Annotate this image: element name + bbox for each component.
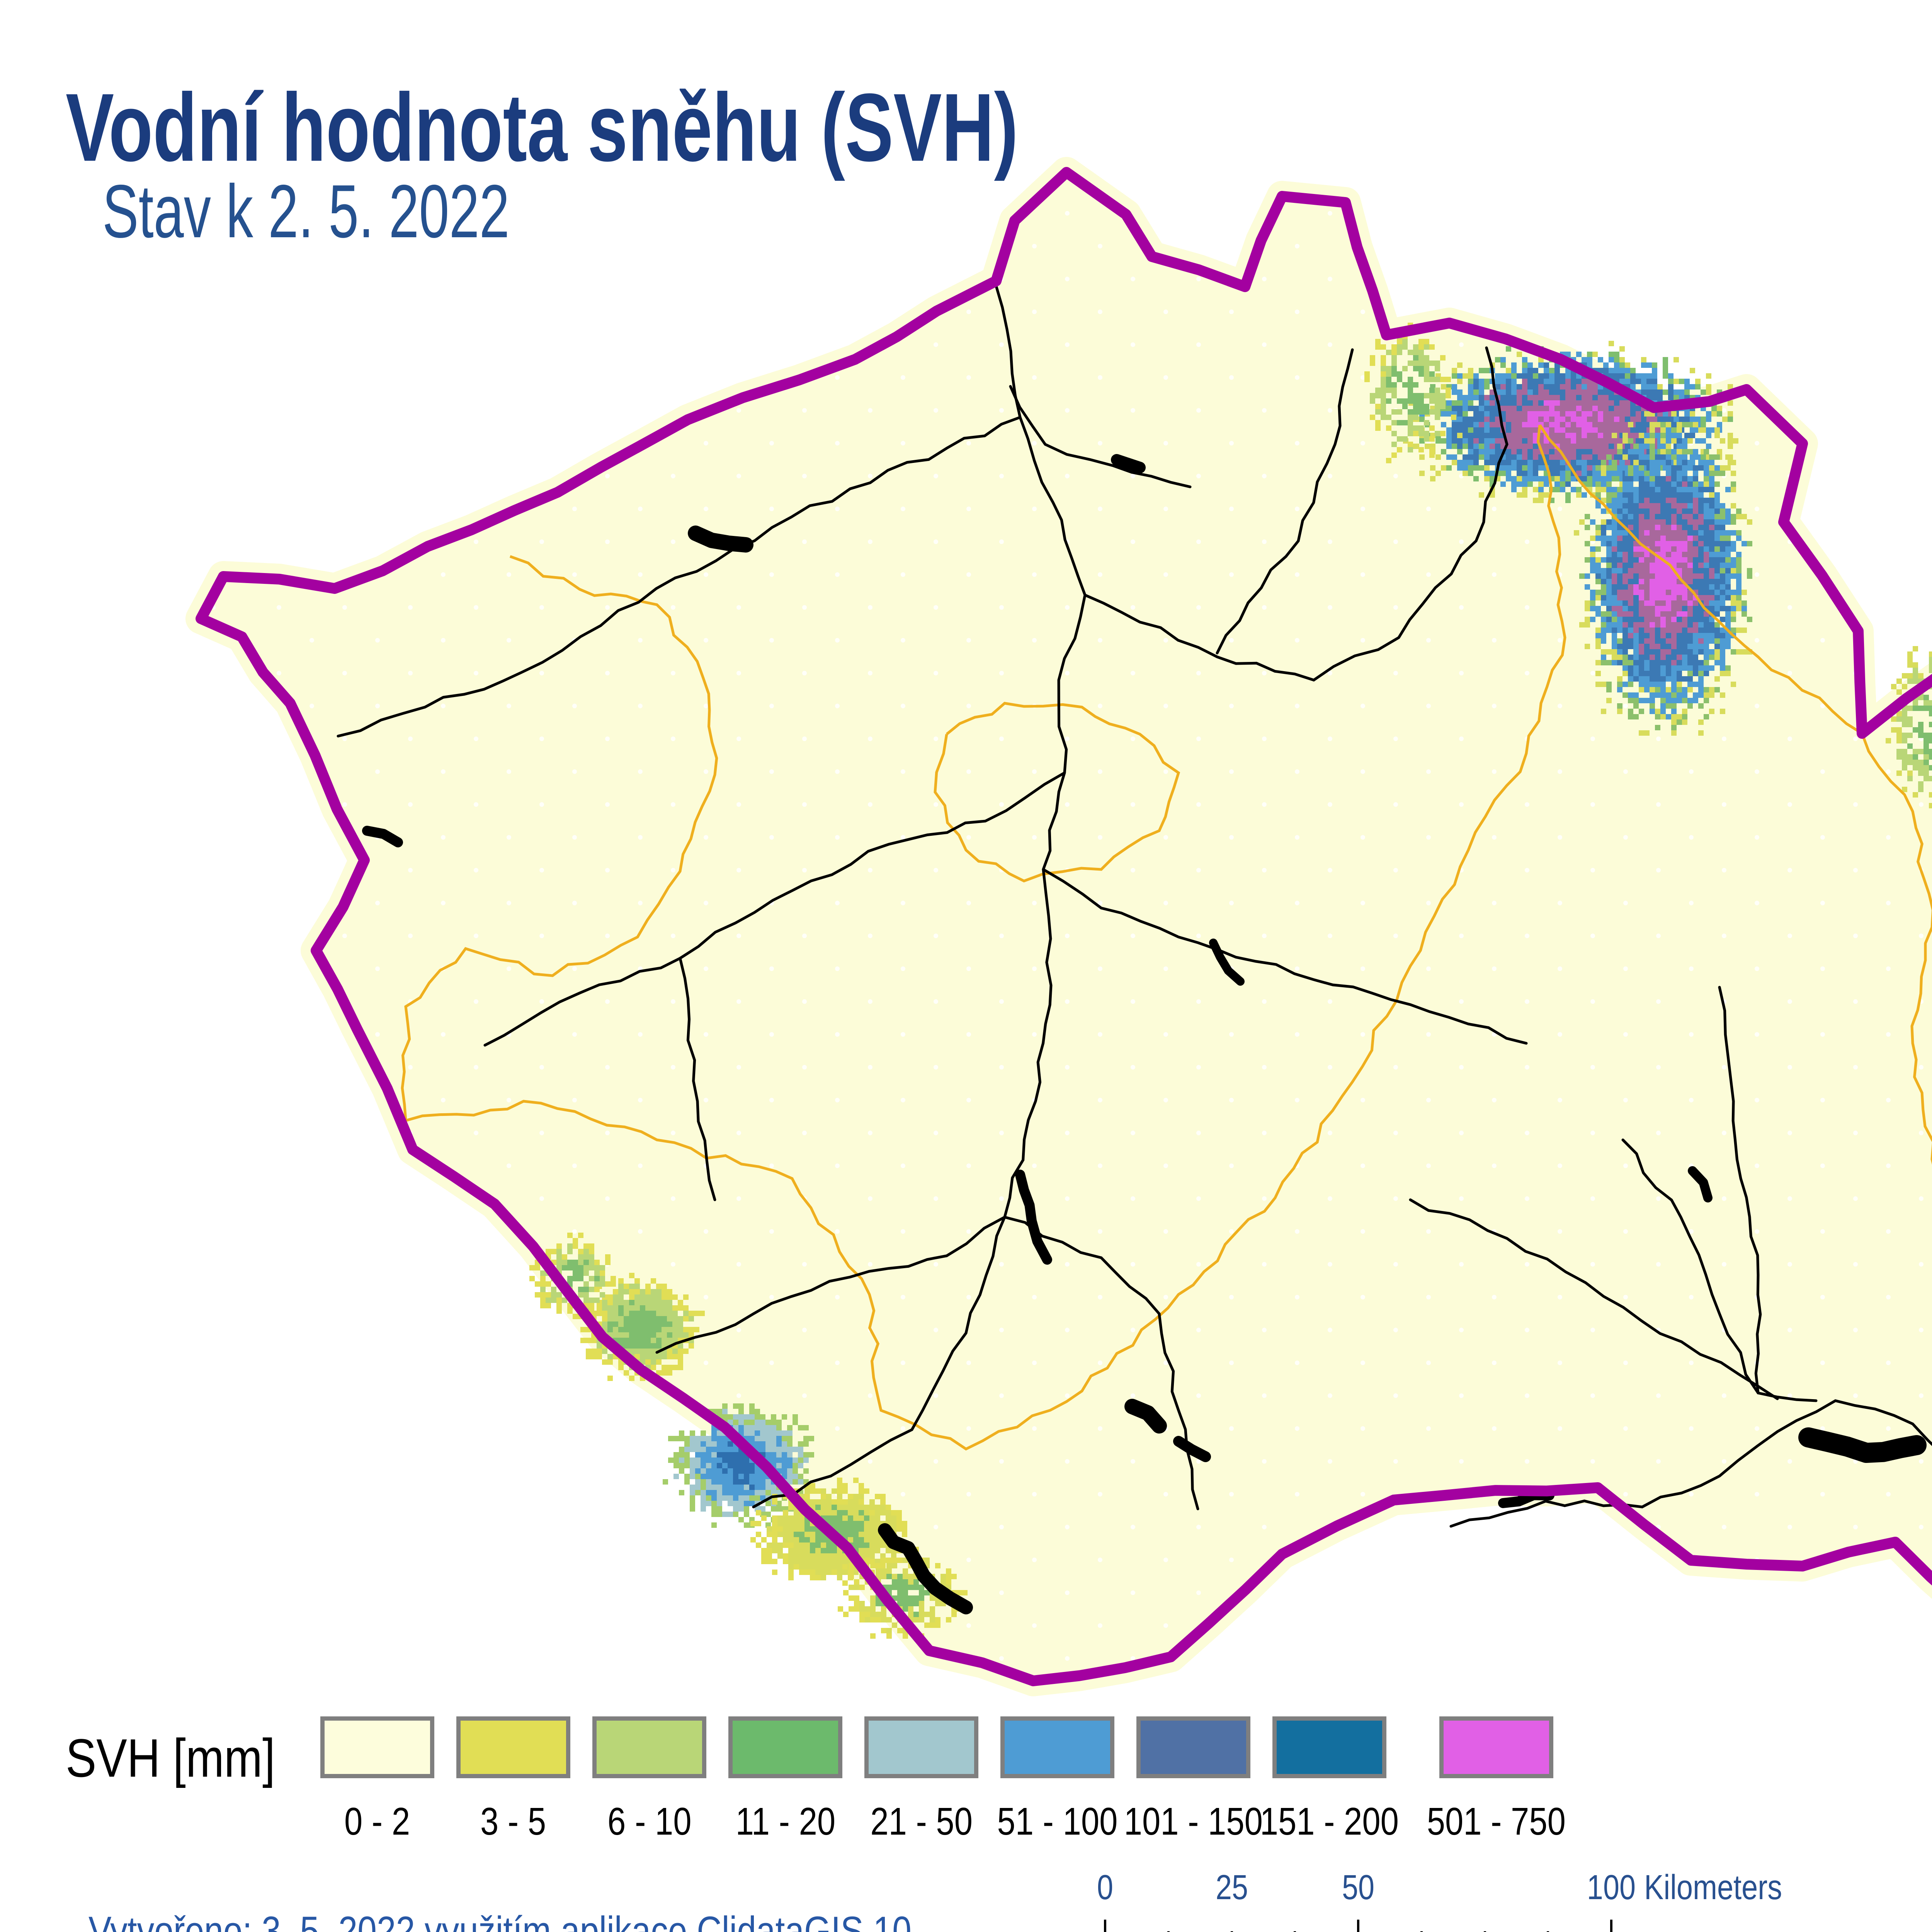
legend-class: 151 - 200 bbox=[1260, 1716, 1399, 1841]
legend: 0 - 2 3 - 5 6 - 10 11 - 20 21 - 50 51 - 100 10… bbox=[320, 1716, 1566, 1841]
river bbox=[1216, 348, 1354, 655]
region-line bbox=[1861, 733, 1932, 1165]
country-border bbox=[196, 167, 1932, 1686]
legend-title: SVH [mm] bbox=[66, 1728, 276, 1788]
legend-class-label: 3 - 5 bbox=[480, 1800, 546, 1843]
river bbox=[1409, 1198, 1779, 1400]
water-bodies bbox=[362, 454, 1927, 1614]
legend-class-label: 51 - 100 bbox=[997, 1800, 1118, 1843]
legend-class-label: 21 - 50 bbox=[870, 1800, 973, 1843]
scale-tick bbox=[1610, 1920, 1612, 1932]
reservoir bbox=[1015, 1170, 1052, 1265]
scale-unit-label: Kilometers bbox=[1644, 1868, 1782, 1907]
scale-tick bbox=[1167, 1931, 1170, 1932]
legend-class-label: 501 - 750 bbox=[1427, 1800, 1566, 1843]
legend-swatch bbox=[1272, 1716, 1386, 1778]
legend-swatch bbox=[1439, 1716, 1553, 1778]
legend-swatch bbox=[320, 1716, 434, 1778]
legend-class-label: 0 - 2 bbox=[344, 1800, 410, 1843]
legend-class-label: 151 - 200 bbox=[1260, 1800, 1399, 1843]
reservoir bbox=[878, 1523, 973, 1614]
reservoir bbox=[688, 526, 753, 553]
legend-class-label: 11 - 20 bbox=[735, 1800, 835, 1843]
reservoir bbox=[1798, 1427, 1927, 1463]
river bbox=[655, 1216, 1006, 1354]
legend-class: 51 - 100 bbox=[997, 1716, 1117, 1841]
scale-tick bbox=[1230, 1931, 1233, 1932]
legend-class: 501 - 750 bbox=[1427, 1716, 1566, 1841]
legend-swatch bbox=[728, 1716, 842, 1778]
river bbox=[337, 416, 1022, 738]
scale-label: 25 bbox=[1215, 1868, 1248, 1907]
page-title: Vodní hodnota sněhu (SVH) bbox=[66, 73, 1019, 181]
legend-class: 3 - 5 bbox=[456, 1716, 570, 1841]
river bbox=[1718, 986, 1762, 1395]
river-lines bbox=[337, 284, 1932, 1528]
reservoir bbox=[362, 826, 403, 847]
river bbox=[752, 594, 1087, 1509]
region-line bbox=[405, 425, 1566, 1451]
river bbox=[1083, 346, 1509, 682]
legend-swatch bbox=[864, 1716, 978, 1778]
reservoir bbox=[1124, 1399, 1167, 1434]
region-line bbox=[401, 555, 718, 1121]
legend-swatch bbox=[1000, 1716, 1114, 1778]
reservoir bbox=[1173, 1436, 1211, 1462]
legend-class: 11 - 20 bbox=[728, 1716, 842, 1841]
river bbox=[1449, 1399, 1932, 1528]
reservoir bbox=[1209, 939, 1245, 986]
page-subtitle: Stav k 2. 5. 2022 bbox=[102, 169, 510, 253]
snow-patch-north-krkonose-main bbox=[1403, 341, 1738, 503]
snow-patch-north-jizerske-fringe bbox=[1364, 323, 1456, 463]
region-line bbox=[934, 702, 1180, 883]
river bbox=[1621, 1138, 1818, 1402]
legend-class: 21 - 50 bbox=[864, 1716, 978, 1841]
region-boundary-lines bbox=[401, 424, 1932, 1451]
legend-class-label: 101 - 150 bbox=[1124, 1800, 1263, 1843]
legend-swatch bbox=[1136, 1716, 1250, 1778]
scale-tick bbox=[1547, 1931, 1549, 1932]
reservoir bbox=[1688, 1166, 1713, 1202]
reservoir bbox=[1111, 454, 1146, 473]
river bbox=[1009, 385, 1192, 488]
scale-label: 100 bbox=[1587, 1868, 1636, 1907]
snow-raster-layer bbox=[529, 323, 1932, 1639]
legend-class: 0 - 2 bbox=[320, 1716, 434, 1841]
legend-class: 6 - 10 bbox=[592, 1716, 706, 1841]
scale-bar: 0 25 50 100 Kilometers bbox=[1043, 1870, 1893, 1932]
river bbox=[1042, 868, 1528, 1045]
legend-class-label: 6 - 10 bbox=[607, 1800, 692, 1843]
legend-swatch bbox=[592, 1716, 706, 1778]
river bbox=[995, 284, 1087, 597]
river bbox=[679, 957, 716, 1201]
created-note: Vytvořeno: 3. 5. 2022 využitím aplikace … bbox=[88, 1908, 912, 1932]
legend-class: 101 - 150 bbox=[1124, 1716, 1263, 1841]
river bbox=[483, 771, 1066, 1047]
snow-patch-north-krkonose-lobe bbox=[1574, 411, 1752, 736]
scale-tick bbox=[1483, 1931, 1486, 1932]
scale-tick bbox=[1357, 1920, 1359, 1932]
legend-swatch bbox=[456, 1716, 570, 1778]
scale-label: 50 bbox=[1342, 1868, 1375, 1907]
scale-tick bbox=[1104, 1920, 1106, 1932]
scale-tick bbox=[1420, 1931, 1423, 1932]
region-line bbox=[1539, 424, 1863, 735]
scale-tick bbox=[1294, 1931, 1296, 1932]
scale-label: 0 bbox=[1097, 1868, 1114, 1907]
